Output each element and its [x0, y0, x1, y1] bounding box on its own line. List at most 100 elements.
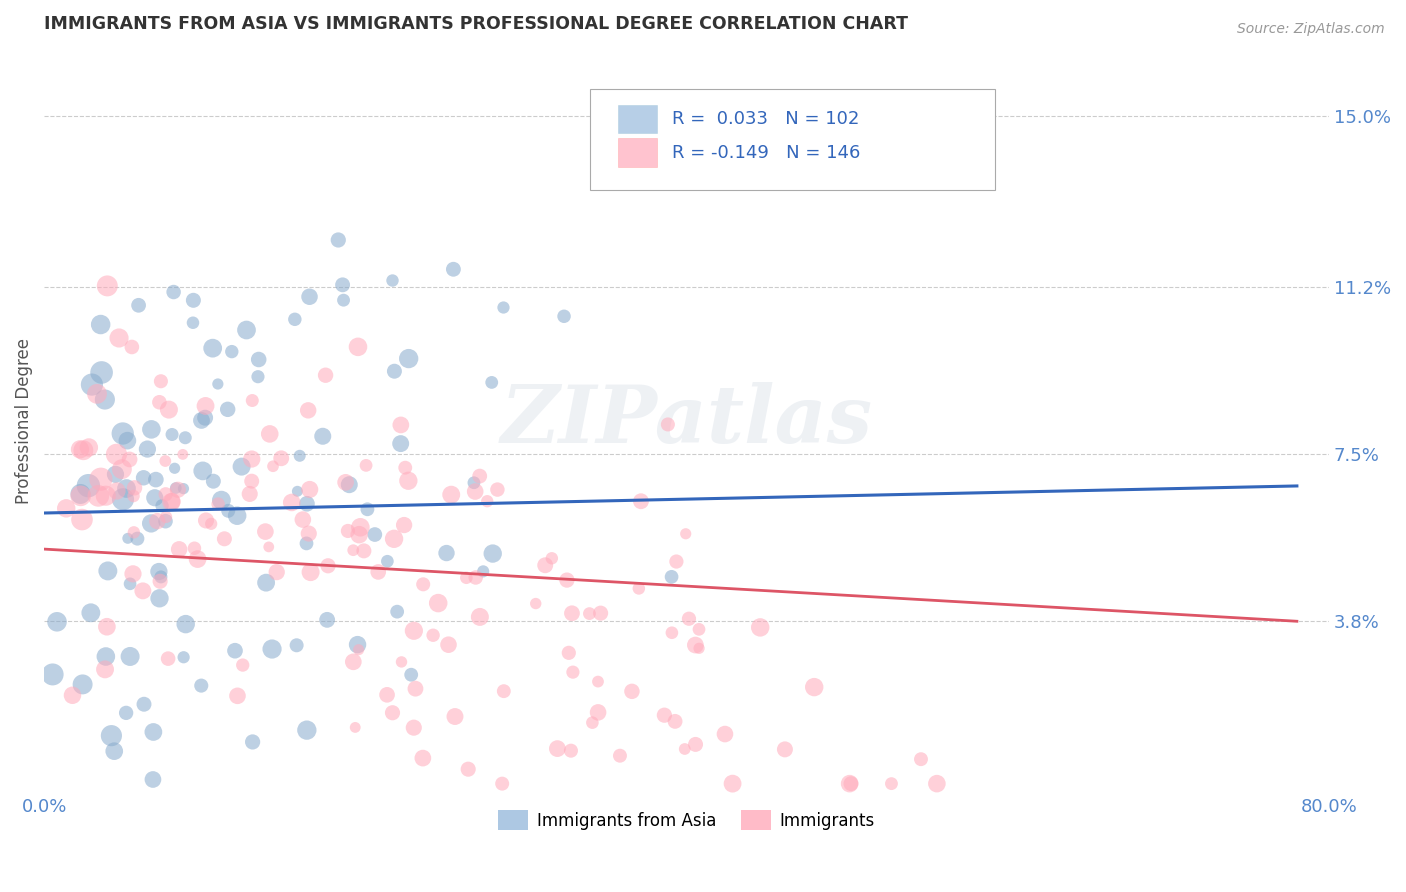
Point: [224, 643, 246, 657]
Point: [183, 293, 205, 308]
Point: [468, 469, 491, 483]
Point: [534, 558, 557, 573]
Point: [335, 475, 357, 490]
Point: [839, 777, 862, 791]
Point: [491, 777, 513, 791]
Point: [328, 233, 350, 247]
Point: [217, 402, 239, 417]
Point: [440, 488, 463, 502]
Point: [254, 575, 277, 590]
Point: [354, 458, 377, 473]
Point: [661, 625, 683, 640]
Point: [337, 477, 360, 491]
Point: [437, 638, 460, 652]
Point: [384, 364, 406, 378]
Point: [183, 541, 205, 556]
Point: [239, 487, 262, 501]
Point: [486, 483, 509, 497]
Point: [247, 352, 270, 367]
Point: [630, 494, 652, 508]
Point: [167, 542, 190, 557]
Point: [69, 489, 91, 503]
Point: [295, 536, 318, 550]
Point: [96, 620, 118, 634]
Point: [115, 482, 138, 496]
Point: [160, 494, 183, 508]
Point: [880, 777, 903, 791]
Point: [200, 516, 222, 531]
Point: [115, 706, 138, 720]
Point: [41, 667, 63, 681]
Point: [132, 583, 155, 598]
Point: [688, 641, 710, 656]
Point: [141, 516, 163, 531]
Point: [190, 679, 212, 693]
Point: [240, 474, 263, 488]
Point: [402, 624, 425, 638]
Point: [149, 570, 172, 584]
Point: [155, 514, 177, 528]
Point: [558, 646, 581, 660]
Point: [111, 492, 134, 507]
Point: [581, 715, 603, 730]
Point: [262, 459, 284, 474]
Point: [382, 532, 405, 546]
Point: [120, 577, 142, 591]
Point: [231, 459, 253, 474]
Point: [346, 638, 368, 652]
Point: [349, 520, 371, 534]
FancyBboxPatch shape: [619, 138, 657, 167]
Point: [456, 571, 478, 585]
Point: [155, 510, 177, 524]
Text: Source: ZipAtlas.com: Source: ZipAtlas.com: [1237, 22, 1385, 37]
Point: [80, 606, 103, 620]
Point: [364, 527, 387, 541]
Point: [148, 395, 170, 409]
Point: [657, 417, 679, 432]
Point: [94, 392, 117, 407]
Point: [546, 741, 568, 756]
Point: [157, 651, 180, 665]
FancyBboxPatch shape: [591, 89, 995, 190]
Point: [148, 591, 170, 606]
Point: [688, 623, 710, 637]
Point: [367, 565, 389, 579]
Point: [190, 413, 212, 427]
Point: [122, 489, 145, 503]
Point: [120, 649, 142, 664]
Point: [749, 620, 772, 634]
Point: [385, 605, 408, 619]
Point: [266, 565, 288, 579]
Point: [381, 706, 404, 720]
Point: [481, 376, 503, 390]
Point: [540, 551, 562, 566]
Point: [167, 483, 190, 497]
Point: [260, 642, 283, 657]
Text: IMMIGRANTS FROM ASIA VS IMMIGRANTS PROFESSIONAL DEGREE CORRELATION CHART: IMMIGRANTS FROM ASIA VS IMMIGRANTS PROFE…: [44, 15, 908, 33]
Point: [803, 680, 825, 694]
Point: [240, 452, 263, 467]
Point: [77, 441, 100, 455]
Point: [295, 723, 318, 738]
Point: [254, 524, 277, 539]
Point: [165, 481, 187, 495]
Point: [492, 301, 515, 315]
Point: [226, 689, 249, 703]
Point: [46, 615, 69, 629]
Point: [226, 508, 249, 523]
Point: [524, 597, 547, 611]
Point: [72, 443, 94, 458]
Point: [163, 461, 186, 475]
Text: ZIPatlas: ZIPatlas: [501, 382, 873, 459]
Point: [202, 474, 225, 488]
Point: [838, 777, 860, 791]
Point: [69, 487, 91, 501]
Point: [422, 628, 444, 642]
Point: [561, 665, 583, 680]
Point: [356, 502, 378, 516]
Point: [298, 290, 321, 304]
Point: [427, 596, 450, 610]
Point: [103, 744, 125, 758]
Point: [280, 495, 302, 509]
Point: [259, 426, 281, 441]
